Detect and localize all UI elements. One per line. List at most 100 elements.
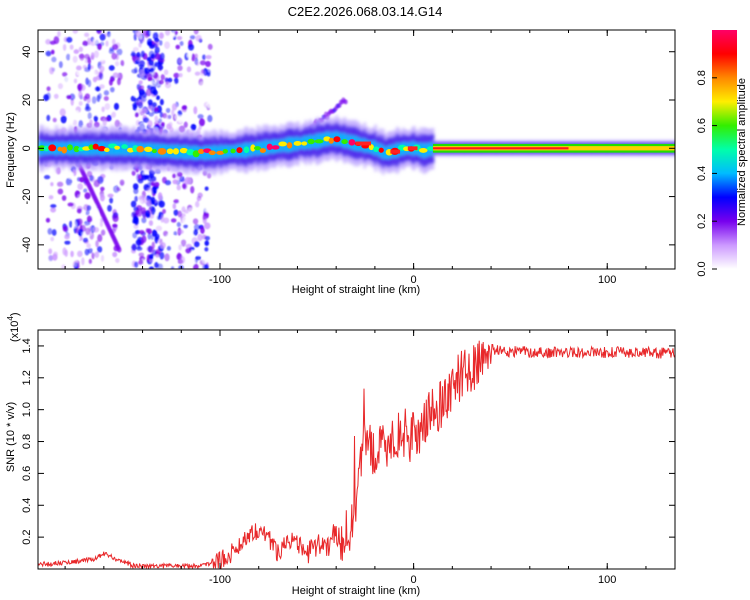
heatmap-speckle <box>146 199 152 206</box>
heatmap-speckle <box>146 57 152 62</box>
heatmap-speckle <box>162 208 166 214</box>
heatmap-speckle <box>99 54 105 62</box>
ridge-blob <box>216 150 225 155</box>
heatmap-speckle <box>116 48 123 56</box>
heatmap-speckle <box>88 258 92 264</box>
heatmap-speckle <box>84 192 91 200</box>
heatmap-speckle <box>85 227 91 236</box>
heatmap-speckle <box>130 200 137 208</box>
heatmap-speckle <box>167 77 173 83</box>
ridge-blob <box>348 139 356 146</box>
heatmap-speckle <box>69 220 73 228</box>
heatmap-speckle <box>164 81 172 89</box>
ridge-blob <box>73 145 80 153</box>
heatmap-speckle <box>177 58 183 64</box>
heatmap-speckle <box>72 242 78 251</box>
heatmap-speckle <box>185 247 192 254</box>
ridge-blob <box>278 141 287 147</box>
heatmap-speckle <box>43 174 51 180</box>
ridge-stable-red <box>432 147 569 150</box>
ridge-blob <box>197 148 205 154</box>
snr-ytick-label: 0.6 <box>21 466 33 481</box>
ridge-inner <box>264 141 268 155</box>
heatmap-speckle <box>56 181 64 187</box>
heatmap-speckle <box>102 118 107 127</box>
spectrogram-frame <box>37 29 676 270</box>
heatmap-speckle <box>114 61 120 67</box>
heatmap-speckle <box>49 40 56 45</box>
heatmap-speckle <box>170 266 175 269</box>
heatmap-speckle <box>85 209 90 216</box>
heatmap-speckle <box>182 216 189 225</box>
heatmap-speckle <box>189 35 196 40</box>
heatmap-speckle <box>52 117 57 123</box>
heatmap-speckle <box>138 80 143 85</box>
ridge-blob <box>48 144 57 152</box>
ridge-blob <box>253 146 261 151</box>
spectrogram-heatmap <box>38 30 675 269</box>
heatmap-speckle <box>120 60 125 67</box>
heatmap-speckle <box>163 69 169 76</box>
heatmap-speckle <box>48 195 54 200</box>
heatmap-speckle <box>154 61 158 67</box>
heatmap-speckle <box>164 253 170 262</box>
heatmap-speckle <box>171 103 177 111</box>
heatmap-speckle <box>99 65 105 73</box>
spectrogram-ticks: -100 0 100 -40 -20 0 20 40 <box>21 30 675 286</box>
ridge-blob <box>186 149 195 156</box>
heatmap-speckle <box>53 93 59 99</box>
heatmap-speckle <box>49 66 55 75</box>
heatmap-speckle <box>141 91 147 99</box>
ridge-blob <box>61 146 68 154</box>
spectrogram-ytick-label: 20 <box>21 94 33 106</box>
heatmap-speckle <box>67 119 74 124</box>
ridge-red-segment <box>390 149 401 154</box>
heatmap-speckle <box>130 95 137 102</box>
heatmap-speckle <box>93 50 99 58</box>
ridge-blob <box>179 147 188 154</box>
heatmap-speckle <box>82 45 87 53</box>
heatmap-speckle <box>147 41 152 46</box>
heatmap-speckle <box>86 170 93 178</box>
ridge-blob <box>157 148 167 155</box>
ridge-blob <box>121 144 128 149</box>
colorbar-tick-label: 0.8 <box>696 70 708 85</box>
heatmap-speckle <box>116 186 122 192</box>
snr-ticks: -100 0 100 0.2 0.4 0.6 0.8 1.0 1.2 1.4 <box>21 330 675 586</box>
heatmap-speckle <box>139 111 145 116</box>
heatmap-speckle <box>99 220 104 228</box>
ridge-inner <box>203 145 207 161</box>
spectrogram-ytick-label: -20 <box>21 189 33 205</box>
heatmap-ridge-blobs <box>38 136 675 158</box>
heatmap-speckle <box>147 228 152 235</box>
snr-xtick-label: 0 <box>411 574 417 586</box>
heatmap-speckle <box>64 76 70 84</box>
ridge-blob <box>368 144 374 151</box>
heatmap-speckle <box>204 235 211 241</box>
heatmap-speckle <box>192 65 198 73</box>
heatmap-speckle <box>204 186 209 191</box>
heatmap-speckle <box>138 260 144 265</box>
heatmap-speckle <box>86 243 91 249</box>
ridge-inner <box>259 141 263 156</box>
heatmap-speckle <box>108 65 115 71</box>
ridge-blob <box>208 150 216 156</box>
ridge-blob <box>372 146 380 152</box>
heatmap-speckle <box>166 233 172 240</box>
snr-ylabel: SNR (10 * v/v) <box>5 402 17 472</box>
ridge-inner <box>72 141 76 156</box>
heatmap-speckle <box>150 196 156 205</box>
heatmap-speckle <box>87 58 92 65</box>
ridge-blob <box>230 148 236 154</box>
heatmap-speckle <box>111 38 116 45</box>
heatmap-speckle <box>61 195 67 201</box>
heatmap-speckle <box>168 121 173 128</box>
ridge-blob <box>271 145 280 150</box>
heatmap-speckle <box>204 222 211 230</box>
heatmap-speckle <box>154 50 158 58</box>
heatmap-speckle <box>109 262 116 267</box>
heatmap-speckle <box>72 221 78 229</box>
heatmap-speckle <box>90 30 95 34</box>
heatmap-speckle <box>165 114 172 120</box>
heatmap-speckle <box>136 246 143 251</box>
